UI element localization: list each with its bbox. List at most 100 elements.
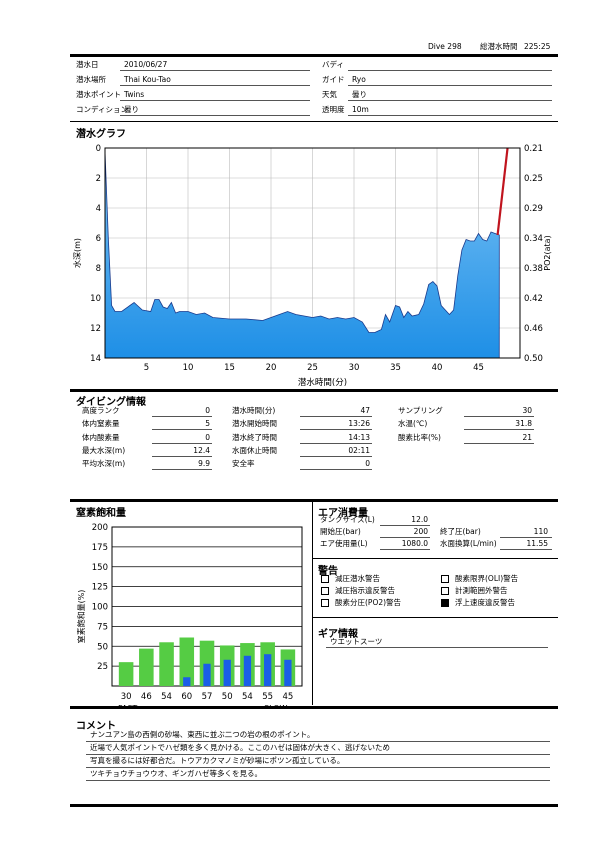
nitrogen-bar-total xyxy=(159,642,174,686)
nitrogen-title: 窒素飽和量 xyxy=(76,508,126,519)
visibility-label: 透明度 xyxy=(322,105,345,114)
guide-value: Ryo xyxy=(352,75,366,84)
nitrogen-bar-fast xyxy=(223,659,231,686)
comment-line: 近場で人気ポイントでハゼ類を多く見かける。ここのハゼは固体が大きく、逃げないため xyxy=(90,743,390,752)
depth-tick-label: 0 xyxy=(96,144,101,154)
header-rule xyxy=(70,54,558,57)
depth-area xyxy=(104,148,500,359)
time-tick-label: 30 xyxy=(349,363,360,373)
nitrogen-tick-label: 175 xyxy=(92,543,108,553)
weather-label: 天気 xyxy=(322,90,337,99)
nitrogen-tick-label: 75 xyxy=(97,622,108,632)
warning-checkbox xyxy=(441,587,449,595)
po2-line xyxy=(496,147,509,236)
fast-label: FAST xyxy=(118,704,137,706)
warning-checkbox xyxy=(441,575,449,583)
nitrogen-tick-label: 150 xyxy=(92,563,108,573)
nitrogen-category-label: 45 xyxy=(282,692,293,702)
dive-profile-chart: 0 0.21 2 0.25 4 0.29 6 0.34 8 0.38 10 0.42 12 0.46 14 0… xyxy=(72,144,552,388)
nitrogen-category-label: 55 xyxy=(262,692,273,702)
air-used-value: 1080.0 xyxy=(401,539,428,548)
warnings-title: 警告 xyxy=(318,566,338,577)
nitrogen-category-label: 54 xyxy=(161,692,172,702)
start-pressure-value: 200 xyxy=(413,527,428,536)
depth-tick-label: 14 xyxy=(90,354,101,364)
end-pressure-value: 110 xyxy=(533,527,548,536)
comment-line: 写真を撮るには好都合だ。トウアカクマノミが砂場にポツン孤立している。 xyxy=(90,756,345,765)
dive-info-label: 最大水深(m) xyxy=(82,445,126,455)
depth-tick-label: 4 xyxy=(96,204,101,214)
po2-tick-label: 0.38 xyxy=(524,264,543,274)
time-tick-label: 25 xyxy=(307,363,318,373)
gear-item: ウエットスーツ xyxy=(330,637,383,646)
dive-info-value: 47 xyxy=(360,406,370,415)
gear-title: ギア情報 xyxy=(318,629,358,640)
dive-info-label: 潜水時間(分) xyxy=(232,406,276,415)
depth-tick-label: 2 xyxy=(96,174,101,184)
tank-size-label: タンクサイズ(L) xyxy=(320,515,375,524)
nitrogen-category-label: 30 xyxy=(121,692,132,702)
nitrogen-category-label: 60 xyxy=(181,692,192,702)
end-pressure-label: 終了圧(bar) xyxy=(440,527,481,536)
dive-info-value: 14:13 xyxy=(348,432,370,442)
warning-checkbox xyxy=(321,599,329,607)
dive-graph-title: 潜水グラフ xyxy=(76,129,126,140)
time-tick-label: 5 xyxy=(144,363,149,373)
point-value: Twins xyxy=(124,90,145,99)
nitrogen-bar-fast xyxy=(264,654,272,686)
comment-line: ツキチョウチョウウオ、ギンガハゼ等多くを見る。 xyxy=(90,769,263,778)
dive-info-value: 9.9 xyxy=(198,459,210,469)
nitrogen-bar-total xyxy=(179,637,195,686)
comment-line: ナンユアン島の西側の砂場、東西に並ぶ二つの岩の根のポイント。 xyxy=(90,730,315,739)
buddy-label: バディ xyxy=(322,60,344,69)
place-value: Thai Kou-Tao xyxy=(124,75,171,84)
nitrogen-bar-fast xyxy=(284,659,292,686)
warning-label: 浮上速度違反警告 xyxy=(455,598,515,607)
po2-tick-label: 0.21 xyxy=(524,144,543,154)
guide-label: ガイド xyxy=(322,75,345,84)
tank-size-value: 12.0 xyxy=(411,515,428,524)
nitrogen-tick-label: 25 xyxy=(97,662,108,672)
plot-frame xyxy=(104,147,521,359)
date-label: 潜水日 xyxy=(76,60,99,69)
dive-number: Dive 298 xyxy=(428,42,462,51)
depth-tick-label: 8 xyxy=(96,264,101,274)
comment-title: コメント xyxy=(76,721,116,732)
warning-label: 減圧指示違反警告 xyxy=(335,586,395,595)
depth-axis-label: 水深(m) xyxy=(72,238,82,268)
start-pressure-label: 開始圧(bar) xyxy=(320,527,361,536)
dive-info-label: 潜水終了時間 xyxy=(232,432,277,442)
air-used-label: エア使用量(L) xyxy=(320,539,368,548)
air-title: エア消費量 xyxy=(318,508,368,519)
nitrogen-bar-total xyxy=(139,648,154,686)
dive-info-label: 平均水深(m) xyxy=(82,459,126,469)
nitrogen-chart: 25 50 75 100 125 150 175 200 30 46 54 60 57 50 54 55 45 F… xyxy=(76,523,303,706)
nitrogen-category-label: 54 xyxy=(242,692,253,702)
slow-label: SLOW xyxy=(264,704,288,706)
dive-info-value: 21 xyxy=(522,432,532,442)
visibility-value: 10m xyxy=(352,105,369,114)
dive-info-value: 0 xyxy=(365,459,370,469)
nitrogen-bar-fast xyxy=(183,677,191,686)
po2-tick-label: 0.42 xyxy=(524,294,543,304)
surface-consumption-label: 水面換算(L/min) xyxy=(440,539,497,548)
total-dive-time-value: 225:25 xyxy=(524,42,551,51)
nitrogen-tick-label: 200 xyxy=(92,523,108,533)
warning-checkbox xyxy=(441,599,449,607)
warning-label: 酸素限界(OLI)警告 xyxy=(455,574,519,583)
nitrogen-bar-total xyxy=(118,662,134,686)
nitrogen-tick-label: 50 xyxy=(97,642,108,652)
dive-info-label: 体内酸素量 xyxy=(82,432,120,442)
dive-info-value: 0 xyxy=(205,406,210,415)
weather-value: 曇り xyxy=(352,90,367,99)
warning-checkbox xyxy=(321,575,329,583)
dive-info-value: 02:11 xyxy=(348,445,370,455)
time-tick-label: 35 xyxy=(390,363,401,373)
dive-info-title: ダイビング情報 xyxy=(76,397,146,408)
nitrogen-bar-fast xyxy=(243,655,252,686)
dive-info-value: 5 xyxy=(205,419,210,429)
time-axis-label: 潜水時間(分) xyxy=(298,377,347,388)
nitrogen-bar-fast xyxy=(203,663,211,686)
depth-tick-label: 12 xyxy=(90,324,101,334)
surface-consumption-value: 11.55 xyxy=(526,539,548,548)
